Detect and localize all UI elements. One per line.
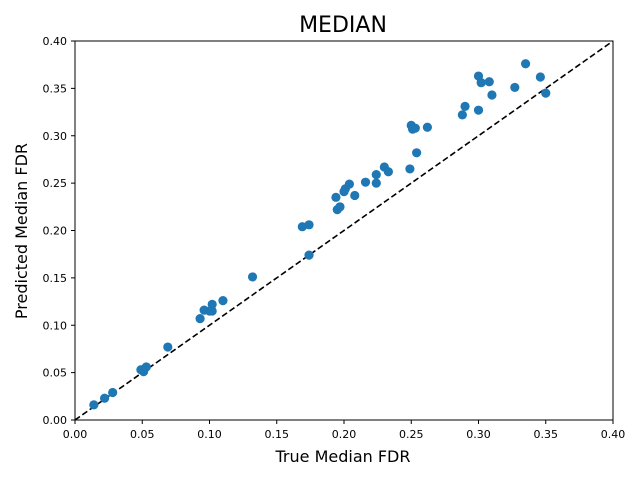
x-tick-label: 0.40 <box>601 428 626 441</box>
y-tick-label: 0.20 <box>43 225 68 238</box>
plot-area: 0.00 0.05 0.10 0.15 0.20 0.25 0.30 0.35 0.40 0.00… <box>43 35 626 441</box>
data-point <box>344 179 354 189</box>
data-point <box>383 167 393 177</box>
data-point <box>89 400 99 410</box>
y-tick-label: 0.10 <box>43 319 68 332</box>
data-point <box>247 272 258 282</box>
y-tick-label: 0.05 <box>43 367 68 380</box>
y-tick-label: 0.25 <box>43 177 68 190</box>
data-point <box>350 190 360 201</box>
data-point <box>304 250 314 260</box>
data-point <box>371 169 381 180</box>
data-point <box>163 342 173 352</box>
data-point <box>108 387 118 398</box>
data-point <box>476 78 486 88</box>
x-tick-label: 0.20 <box>332 428 357 441</box>
data-point <box>207 306 217 316</box>
y-tick-label: 0.40 <box>43 35 68 48</box>
y-tick-label: 0.35 <box>43 82 68 95</box>
data-point <box>99 393 110 403</box>
y-tick-label: 0.00 <box>43 414 68 427</box>
data-point <box>335 202 345 212</box>
data-point <box>422 122 432 132</box>
y-tick-label: 0.15 <box>43 272 68 285</box>
data-point <box>331 192 341 202</box>
data-point <box>405 164 415 174</box>
data-point <box>195 314 205 324</box>
y-axis-label: Predicted Median FDR <box>12 143 31 319</box>
data-point <box>460 101 470 111</box>
data-point <box>218 296 228 306</box>
chart-title: MEDIAN <box>299 13 387 38</box>
data-point <box>520 59 531 69</box>
data-point <box>412 148 422 158</box>
data-point <box>360 177 371 187</box>
data-point <box>484 77 494 87</box>
data-point <box>304 220 314 230</box>
data-point <box>487 90 497 100</box>
data-point <box>510 82 520 93</box>
x-axis-label: True Median FDR <box>275 447 411 466</box>
data-point <box>535 72 545 82</box>
data-point <box>141 362 151 372</box>
x-tick-label: 0.25 <box>399 428 424 441</box>
x-tick-label: 0.30 <box>466 428 491 441</box>
data-point <box>410 123 420 133</box>
data-point <box>541 88 551 98</box>
data-point <box>371 178 381 188</box>
data-point <box>207 299 217 310</box>
x-tick-label: 0.15 <box>265 428 290 441</box>
data-point <box>457 110 467 120</box>
reference-line <box>74 40 614 421</box>
x-tick-label: 0.00 <box>63 428 88 441</box>
y-tick-label: 0.30 <box>43 130 68 143</box>
x-tick-label: 0.10 <box>197 428 222 441</box>
x-tick-label: 0.05 <box>130 428 155 441</box>
x-tick-label: 0.35 <box>534 428 559 441</box>
data-point <box>473 105 484 115</box>
